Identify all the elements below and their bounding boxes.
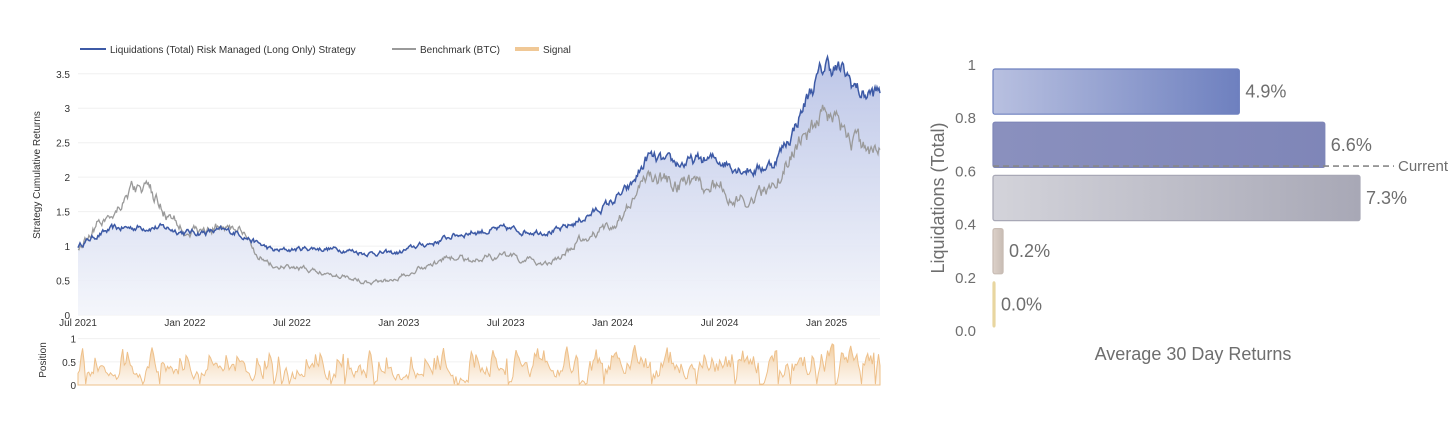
legend: Liquidations (Total) Risk Managed (Long …: [80, 45, 571, 56]
bar-y-tick-label: 0.2: [955, 270, 976, 287]
main-y-tick-label: 0.5: [56, 277, 70, 288]
benchmark-line: [77, 104, 881, 286]
main-x-tick-label: Jul 2021: [59, 318, 97, 329]
main-y-axis-title: Strategy Cumulative Returns: [32, 111, 43, 239]
main-y-tick-label: 1.5: [56, 208, 70, 219]
legend-label-strategy: Liquidations (Total) Risk Managed (Long …: [110, 45, 356, 56]
main-x-tick-label: Jan 2022: [164, 318, 206, 329]
main-y-tick-label: 2: [64, 173, 70, 184]
main-y-tick-label: 2.5: [56, 139, 70, 150]
signal-area-fill: [77, 343, 881, 386]
position-y-tick-label: 1: [70, 335, 76, 346]
main-x-ticks: Jul 2021 Jan 2022 Jul 2022 Jan 2023 Jul 2023…: [59, 318, 847, 329]
position-y-axis-title: Position: [38, 342, 49, 378]
bar-x-axis-title: Average 30 Day Returns: [1095, 344, 1292, 364]
bar: [992, 121, 1326, 168]
main-y-tick-label: 1: [64, 242, 70, 253]
bar-value-label: 6.6%: [1331, 135, 1372, 155]
position-y-tick-label: 0.5: [62, 358, 76, 369]
bars: 4.9% 6.6% 7.3% 0.2% 0.0%: [992, 68, 1407, 328]
legend-label-signal: Signal: [543, 45, 571, 56]
cumulative-returns-chart: 00.511.522.533.5 Jul 2021 Jan 2022 Jul 202…: [32, 45, 881, 329]
bar-value-label: 0.2%: [1009, 241, 1050, 261]
strategy-line: [77, 54, 881, 258]
main-x-tick-label: Jan 2023: [378, 318, 420, 329]
bar-y-ticks: 0.0 0.2 0.4 0.6 0.8 1: [955, 57, 976, 340]
bar-value-label: 7.3%: [1366, 188, 1407, 208]
bar-y-axis-title: Liquidations (Total): [928, 122, 948, 273]
legend-label-benchmark: Benchmark (BTC): [420, 45, 500, 56]
bar-y-tick-label: 0.6: [955, 163, 976, 180]
main-y-tick-label: 3: [64, 104, 70, 115]
main-y-ticks: 0 0.5 1 1.5 2 2.5 3 3.5: [56, 70, 70, 322]
main-x-tick-label: Jul 2024: [701, 318, 739, 329]
bar-value-label: 4.9%: [1245, 82, 1286, 102]
position-y-ticks: 00.51: [62, 335, 76, 392]
bar: [992, 68, 1240, 115]
main-x-tick-label: Jul 2023: [487, 318, 525, 329]
bar-value-label: 0.0%: [1001, 294, 1042, 314]
main-y-tick-label: 3.5: [56, 70, 70, 81]
main-x-tick-label: Jul 2022: [273, 318, 311, 329]
bar: [992, 228, 1004, 275]
position-chart: 00.51 Position: [38, 335, 881, 392]
average-returns-bar-chart: 0.0 0.2 0.4 0.6 0.8 1 4.9% 6.6% 7.3% 0.2% 0.0% Cu…: [928, 57, 1449, 364]
position-y-tick-label: 0: [70, 381, 76, 392]
strategy-area-fill: [78, 56, 880, 316]
bar-y-tick-label: 0.0: [955, 323, 976, 340]
bar-y-tick-label: 1: [968, 57, 976, 74]
current-reference-label: Current: [1398, 158, 1449, 175]
main-y-tick-label: 0: [64, 311, 70, 322]
bar-y-tick-label: 0.8: [955, 110, 976, 127]
main-x-tick-label: Jan 2024: [592, 318, 634, 329]
bar: [992, 281, 996, 328]
bar: [992, 174, 1361, 222]
bar-y-tick-label: 0.4: [955, 217, 976, 234]
main-x-tick-label: Jan 2025: [806, 318, 848, 329]
